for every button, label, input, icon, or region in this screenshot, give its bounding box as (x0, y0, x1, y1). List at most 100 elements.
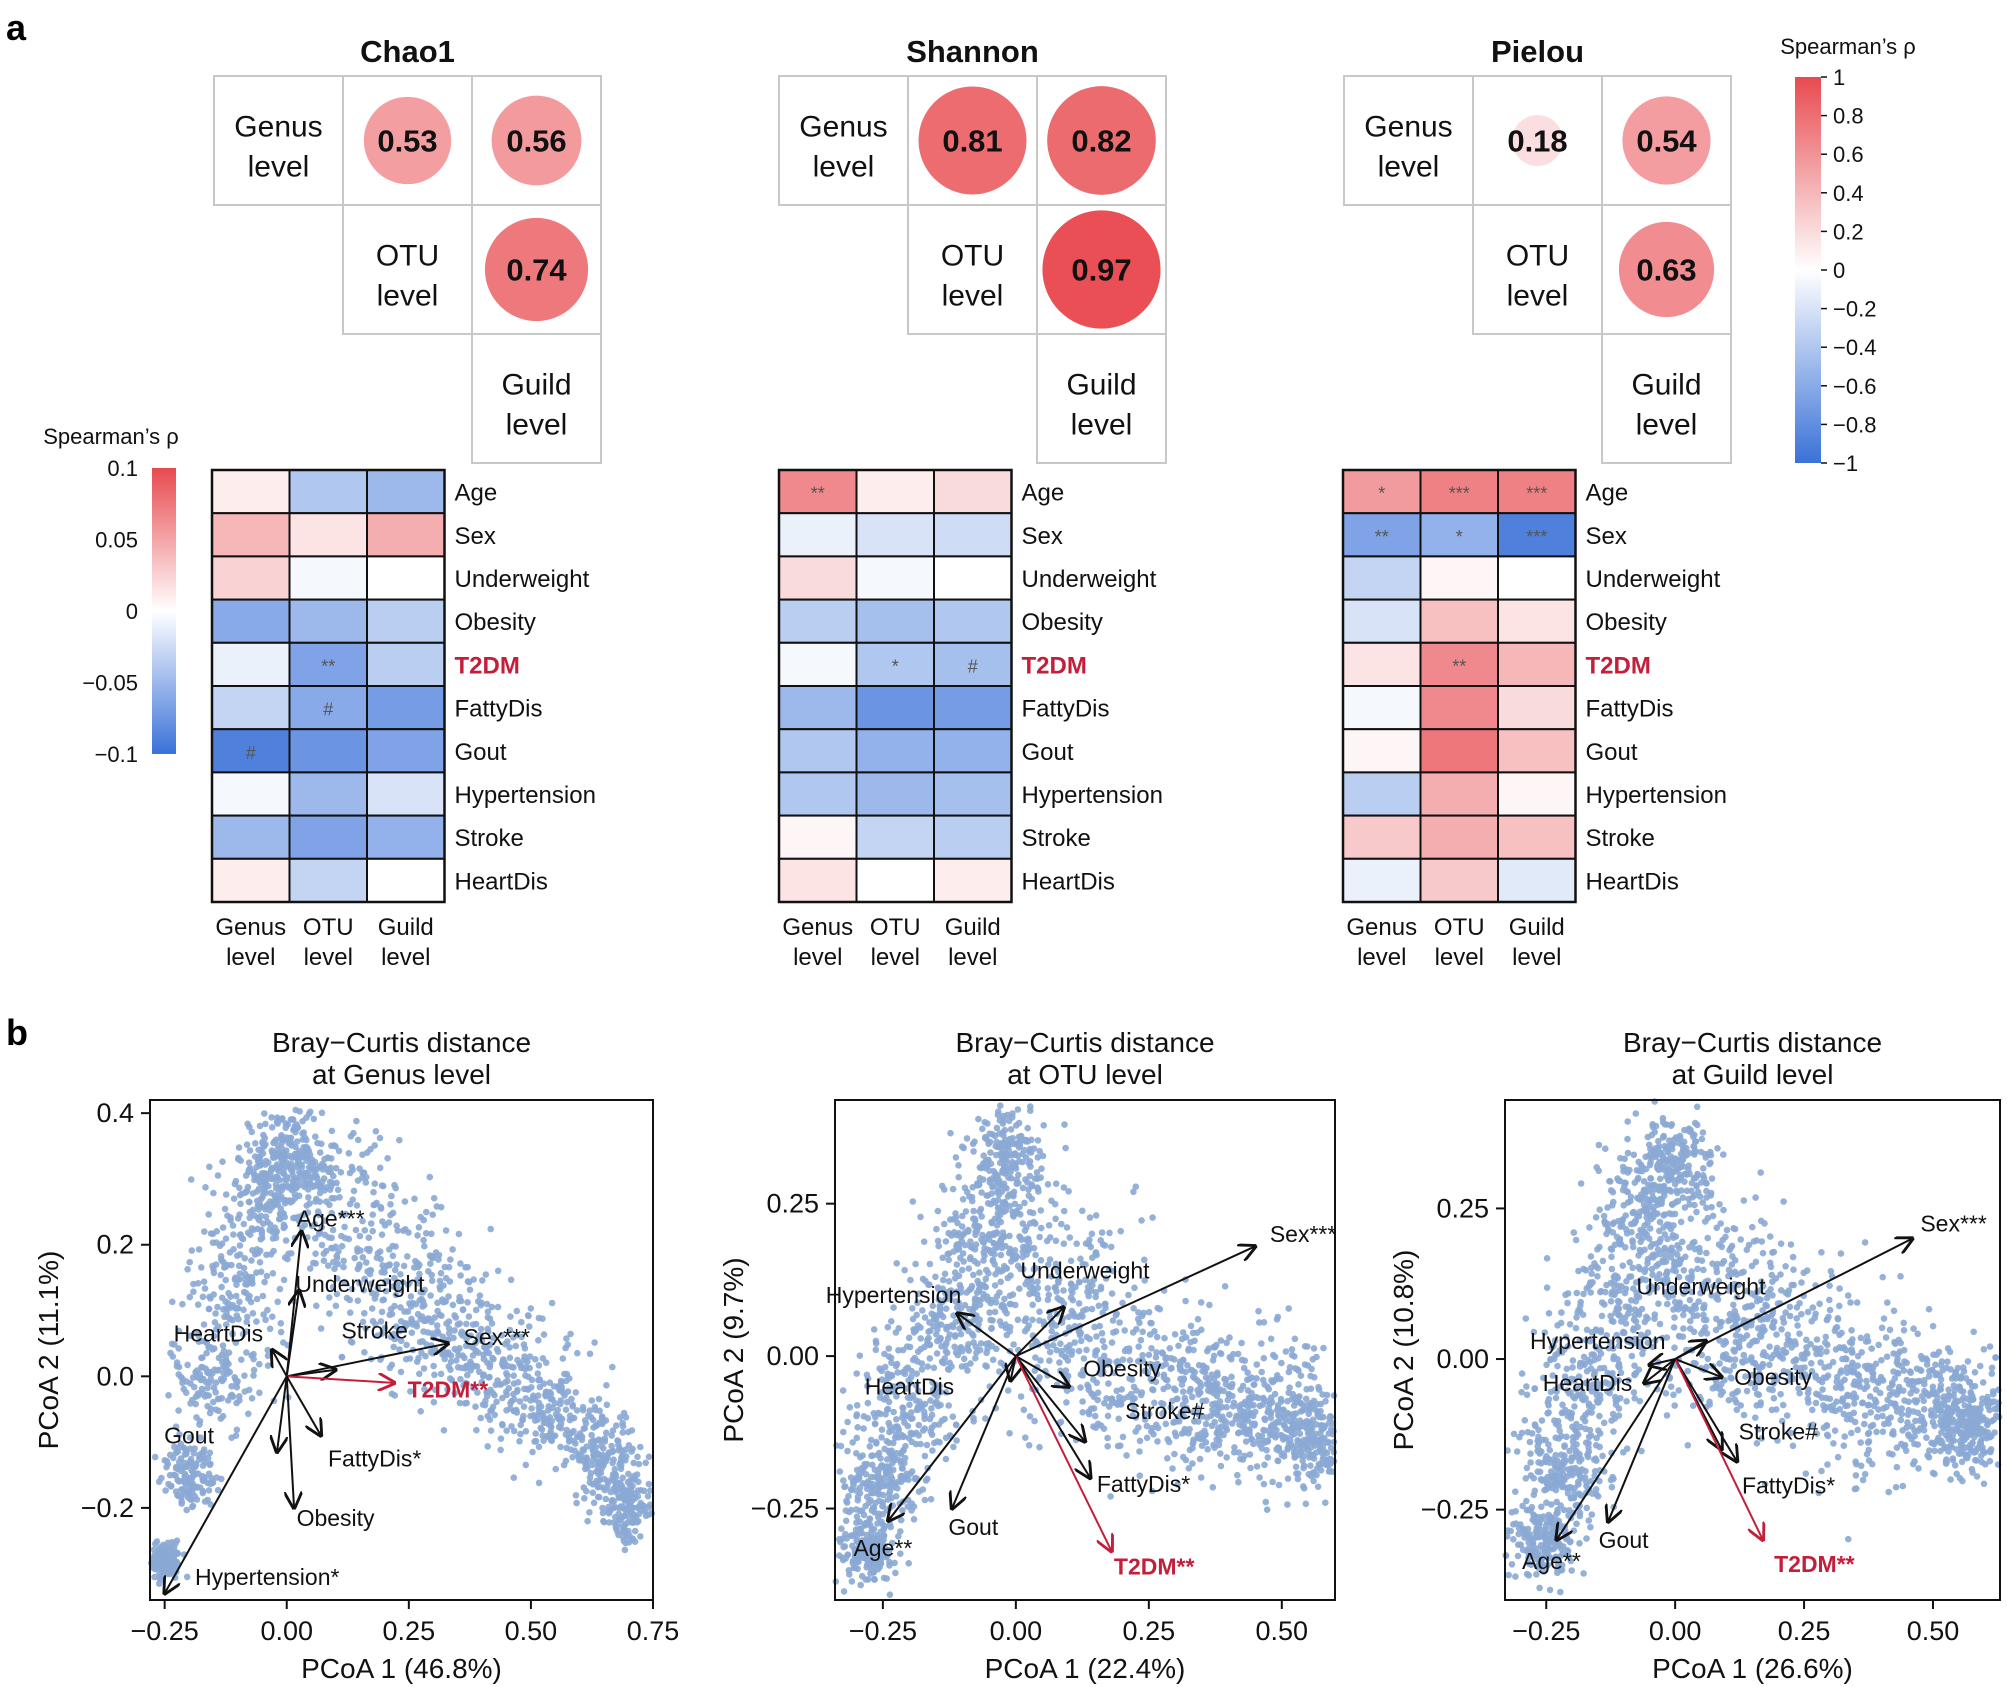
data-point (892, 1362, 900, 1370)
data-point (420, 1236, 427, 1244)
data-point (389, 1209, 397, 1217)
data-point (262, 1120, 269, 1128)
data-point (1143, 1434, 1151, 1442)
data-point (1002, 1206, 1010, 1214)
data-point (991, 1282, 999, 1289)
data-point (356, 1165, 363, 1172)
data-point (907, 1276, 914, 1284)
data-point (975, 1115, 982, 1123)
data-point (201, 1477, 208, 1484)
data-point (283, 1182, 291, 1189)
data-point (508, 1423, 515, 1430)
data-point (497, 1435, 505, 1442)
data-point (644, 1492, 652, 1500)
data-point (494, 1267, 502, 1275)
data-point (1075, 1347, 1083, 1355)
data-point (928, 1310, 935, 1317)
data-point (627, 1486, 635, 1494)
data-point (633, 1471, 641, 1478)
data-point (1831, 1427, 1839, 1434)
data-point (635, 1460, 643, 1468)
corr-level-label: level (1071, 409, 1133, 442)
data-point (296, 1108, 304, 1115)
data-point (1082, 1276, 1089, 1284)
data-point (1275, 1481, 1283, 1489)
data-point (1032, 1354, 1039, 1361)
data-point (268, 1114, 275, 1121)
heat-row-label: Underweight (1586, 566, 1721, 593)
data-point (580, 1425, 588, 1432)
data-point (595, 1395, 603, 1403)
data-point (887, 1523, 894, 1531)
data-point (934, 1237, 942, 1245)
data-point (642, 1512, 650, 1520)
data-point (184, 1266, 191, 1273)
data-point (1121, 1327, 1128, 1334)
data-point (210, 1384, 218, 1391)
data-point (624, 1428, 632, 1436)
data-point (1309, 1356, 1317, 1363)
data-point (346, 1296, 354, 1304)
data-point (558, 1379, 565, 1386)
data-point (547, 1390, 555, 1398)
data-point (251, 1153, 259, 1160)
loading-arrow (285, 1375, 321, 1435)
data-point (190, 1280, 197, 1288)
data-point (193, 1373, 201, 1381)
data-point (617, 1516, 625, 1524)
data-point (1021, 1227, 1029, 1234)
data-point (1036, 1308, 1043, 1315)
data-point (1072, 1436, 1080, 1444)
data-point (1088, 1305, 1096, 1313)
data-point (589, 1443, 597, 1451)
data-point (218, 1283, 225, 1291)
data-point (926, 1260, 934, 1268)
data-point (244, 1313, 251, 1321)
data-point (890, 1408, 897, 1416)
data-point (862, 1502, 869, 1510)
data-point (1284, 1475, 1292, 1482)
colorbar-tick-label: −0.8 (1833, 412, 1876, 437)
arrow-label: T2DM** (408, 1376, 489, 1402)
data-point (569, 1453, 576, 1461)
data-point (1187, 1366, 1195, 1374)
data-point (248, 1225, 256, 1232)
heat-cell (288, 555, 368, 601)
data-point (586, 1479, 594, 1486)
data-point (1058, 1297, 1065, 1304)
data-point (1147, 1428, 1155, 1435)
data-point (199, 1354, 206, 1361)
heat-row-label: Obesity (1586, 609, 1667, 636)
data-point (487, 1225, 495, 1233)
data-point (384, 1277, 391, 1285)
data-point (1196, 1455, 1204, 1463)
heat-cell (778, 512, 858, 558)
data-point (1258, 1445, 1266, 1452)
data-point (976, 1208, 983, 1215)
data-point (534, 1416, 542, 1423)
data-point (1308, 1365, 1315, 1373)
data-point (1105, 1403, 1113, 1410)
data-point (526, 1323, 533, 1330)
colorbar-tick-label: −0.6 (1833, 374, 1876, 399)
data-point (268, 1124, 276, 1131)
data-point (988, 1324, 995, 1332)
data-point (884, 1405, 892, 1413)
data-point (1044, 1181, 1052, 1188)
data-point (312, 1260, 320, 1267)
data-point (352, 1226, 360, 1234)
data-point (243, 1141, 251, 1148)
data-point (1837, 1250, 1845, 1257)
data-point (425, 1268, 432, 1275)
data-point (1137, 1336, 1145, 1344)
data-point (910, 1516, 918, 1523)
data-point (372, 1128, 380, 1135)
heat-cell (1342, 555, 1422, 601)
data-point (250, 1372, 257, 1379)
data-point (918, 1366, 926, 1373)
data-point (1099, 1337, 1107, 1345)
data-point (840, 1543, 847, 1551)
data-point (852, 1526, 860, 1533)
